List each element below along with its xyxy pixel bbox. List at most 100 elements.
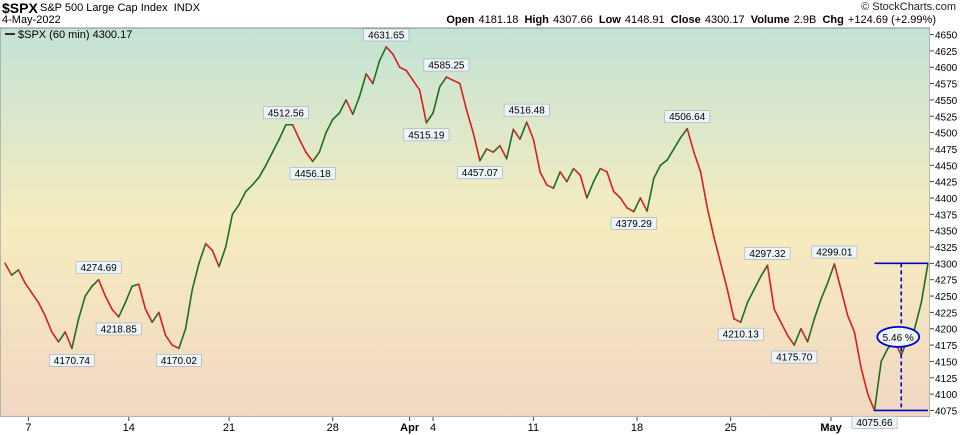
annotation-text: 4515.19 [408, 130, 445, 141]
price-segment [338, 99, 347, 114]
price-segment [786, 334, 796, 346]
price-segment [666, 148, 675, 161]
price-segment [378, 46, 388, 62]
annotation-box [851, 416, 898, 429]
annotation-text: 4585.25 [428, 61, 465, 72]
price-segment [612, 190, 622, 199]
price-segment [425, 112, 434, 124]
price-segment [780, 321, 789, 337]
y-tick-label: 4125 [935, 374, 958, 385]
legend-label: $SPX (60 min) 4300.17 [18, 29, 132, 41]
x-axis-background [0, 417, 962, 435]
annotation-label: 4379.29 [610, 217, 657, 231]
annotation-label: 4175.70 [771, 350, 818, 364]
price-segment [17, 269, 26, 284]
price-segment [325, 118, 334, 134]
chg-label: Chg [822, 14, 844, 26]
price-segment [30, 291, 40, 304]
price-segment [652, 164, 662, 180]
annotation-label: 4170.74 [48, 354, 95, 367]
annotation-box [610, 217, 657, 231]
y-tick-label: 4150 [935, 357, 958, 368]
close-label: Close [670, 14, 701, 26]
y-tick-label: 4075 [935, 406, 958, 417]
price-segment [318, 131, 327, 154]
y-tick-label: 4200 [935, 325, 958, 336]
annotation-label: 4297.32 [744, 247, 791, 260]
price-segment [57, 331, 66, 343]
price-segment [131, 283, 140, 288]
price-segment [746, 288, 755, 304]
price-segment [372, 59, 381, 85]
price-segment [104, 295, 113, 310]
annotation-box [423, 58, 470, 72]
price-segment [719, 262, 729, 291]
y-tick-label: 4425 [935, 178, 958, 189]
price-segment [753, 275, 762, 291]
x-tick-label: 25 [725, 422, 737, 434]
volume-value: 2.9B [793, 14, 817, 26]
chg-value: +124.69 (+2.99%) [847, 14, 936, 26]
price-segment [479, 148, 488, 162]
chart-header: $SPX S&P 500 Large Cap Index INDX 4-May-… [0, 0, 962, 28]
price-segment [258, 164, 267, 178]
annotation-box [503, 103, 550, 117]
price-segment [97, 278, 107, 297]
annotation-label: 4456.18 [289, 167, 336, 180]
annotation-text: 4210.13 [723, 330, 760, 341]
annotation-box [48, 354, 95, 367]
annotation-box [155, 354, 202, 367]
price-segment [606, 171, 615, 193]
copyright-notice[interactable]: © StockCharts.com [861, 1, 956, 13]
price-segment [124, 285, 133, 304]
price-segment [178, 327, 187, 350]
price-segment [673, 137, 682, 150]
price-segment [592, 167, 602, 183]
price-segment [559, 171, 568, 183]
annotation-text: 4512.56 [268, 108, 305, 119]
price-segment [91, 278, 100, 288]
x-tick-label: 4 [430, 422, 436, 434]
price-segment [572, 167, 582, 176]
price-segment [525, 121, 535, 140]
price-segment [813, 298, 822, 320]
annotation-text: 4631.65 [368, 30, 405, 41]
price-segment [432, 86, 441, 114]
price-segment [566, 167, 575, 183]
price-segment [913, 301, 923, 330]
annotation-text: 4274.69 [81, 263, 118, 274]
price-segment [545, 184, 555, 189]
exchange-label: INDX [173, 2, 201, 14]
y-tick-label: 4600 [935, 63, 958, 74]
price-segment [626, 206, 635, 213]
high-label: High [524, 14, 549, 26]
price-segment [646, 177, 655, 212]
price-segment [532, 138, 541, 173]
annotation-box [263, 106, 309, 120]
y-tick-label: 4275 [935, 276, 958, 287]
price-segment [438, 76, 448, 88]
range-percent-label: 5.46 % [883, 333, 914, 344]
annotation-label: 4457.07 [456, 166, 503, 179]
price-segment [579, 174, 588, 199]
price-segment [84, 285, 93, 297]
price-segment [151, 311, 160, 324]
price-segment [599, 167, 608, 173]
price-segment [358, 72, 367, 98]
annotation-label: 4274.69 [75, 261, 122, 274]
x-axis: 7 14 21 28 Apr 4 11 18 25 May [25, 417, 843, 434]
price-segment [211, 249, 220, 268]
price-segment [298, 138, 307, 154]
y-tick-label: 4525 [935, 112, 958, 123]
x-tick-label: May [820, 422, 842, 434]
y-tick-label: 4375 [935, 210, 958, 221]
price-segment [505, 128, 515, 160]
y-tick-label: 4350 [935, 227, 958, 238]
y-tick-label: 4625 [935, 47, 958, 58]
price-segment [840, 288, 849, 317]
x-tick-label: 11 [528, 422, 539, 434]
price-segment [659, 159, 668, 167]
y-tick-label: 4300 [935, 259, 958, 270]
annotation-text: 4170.02 [161, 356, 198, 367]
